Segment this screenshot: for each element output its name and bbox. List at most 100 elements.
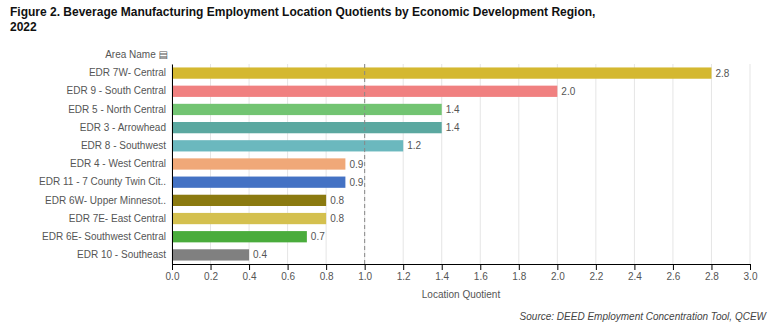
- grid-line: [634, 64, 635, 264]
- x-tick: 2.0: [551, 264, 565, 282]
- grid-line: [750, 64, 751, 264]
- y-tick: EDR 7W- Central: [89, 67, 172, 78]
- x-tick-mark: [596, 264, 597, 270]
- bar: [172, 104, 442, 115]
- x-tick-mark: [519, 264, 520, 270]
- x-tick: 1.8: [512, 264, 526, 282]
- bar: [172, 140, 403, 151]
- y-axis-line: [172, 65, 173, 265]
- data-label: 1.2: [407, 140, 421, 151]
- x-tick: 2.2: [589, 264, 603, 282]
- x-tick: 3.0: [744, 264, 758, 282]
- x-tick: 2.4: [628, 264, 642, 282]
- x-tick-label: 3.0: [744, 271, 758, 282]
- x-tick: 2.6: [666, 264, 680, 282]
- y-tick-label: EDR 6E- Southwest Central: [42, 231, 166, 242]
- x-tick: 0.8: [320, 264, 334, 282]
- y-tick: EDR 4 - West Central: [70, 158, 172, 169]
- x-axis-title: Location Quotient: [422, 289, 501, 300]
- x-tick: 2.8: [705, 264, 719, 282]
- x-axis-line: [173, 265, 751, 271]
- x-tick-label: 1.2: [397, 271, 411, 282]
- bar: [172, 177, 345, 188]
- grid-line: [711, 64, 712, 264]
- x-tick: 0.2: [204, 264, 218, 282]
- bar: [172, 158, 345, 169]
- title: Figure 2. Beverage Manufacturing Employm…: [10, 5, 595, 34]
- grid-line: [672, 64, 673, 264]
- data-label: 0.4: [253, 249, 267, 260]
- data-label: 2.0: [561, 86, 575, 97]
- x-tick: 1.4: [435, 264, 449, 282]
- y-tick-label: EDR 8 - Southwest: [81, 140, 166, 151]
- data-label: 0.8: [330, 213, 344, 224]
- x-tick-mark: [288, 264, 289, 270]
- x-tick-mark: [557, 264, 558, 270]
- plot-area: 0.0 0.2 0.4 0.6 0.8 1.0 1.2 1.4 1.6 1.8 2.0 2.2 2.4 2…: [39, 64, 758, 282]
- x-tick-mark: [480, 264, 481, 270]
- x-tick-mark: [442, 264, 443, 270]
- x-tick-label: 2.0: [551, 271, 565, 282]
- x-tick-mark: [403, 264, 404, 270]
- bar: [172, 249, 249, 260]
- x-tick-mark: [326, 264, 327, 270]
- y-tick-label: EDR 4 - West Central: [70, 158, 166, 169]
- x-tick-label: 2.2: [589, 271, 603, 282]
- x-tick: 0.6: [281, 264, 295, 282]
- y-tick-label: EDR 10 - Southeast: [77, 249, 166, 260]
- x-axis: 0.0 0.2 0.4 0.6 0.8 1.0 1.2 1.4 1.6 1.8 2.0 2.2 2.4 2…: [166, 264, 758, 282]
- y-tick-label: EDR 7E- East Central: [69, 213, 166, 224]
- grid-line: [595, 64, 596, 264]
- data-labels: 0.40.70.80.80.90.91.21.41.42.02.8: [253, 68, 730, 261]
- x-tick-label: 0.0: [166, 271, 180, 282]
- bars: [172, 64, 711, 264]
- data-label: 0.9: [349, 177, 363, 188]
- y-tick: EDR 10 - Southeast: [77, 249, 172, 260]
- x-tick: 1.0: [358, 264, 372, 282]
- y-tick-label: EDR 5 - North Central: [68, 104, 166, 115]
- y-tick: EDR 11 - 7 County Twin Cit..: [39, 176, 172, 187]
- y-axis: EDR 10 - Southeast EDR 6E- Southwest Cent…: [39, 65, 172, 265]
- x-tick-mark: [172, 264, 173, 270]
- data-label: 0.8: [330, 195, 344, 206]
- y-tick: EDR 3 - Arrowhead: [80, 122, 172, 133]
- y-tick: EDR 9 - South Central: [67, 85, 173, 96]
- data-label: 1.4: [446, 104, 460, 115]
- x-tick-label: 1.6: [474, 271, 488, 282]
- bar: [172, 195, 326, 206]
- y-tick-label: EDR 3 - Arrowhead: [80, 122, 166, 133]
- x-tick-mark: [673, 264, 674, 270]
- source-note: Source: DEED Employment Concentration To…: [520, 311, 768, 322]
- grid: [172, 64, 750, 264]
- bar: [172, 122, 442, 133]
- y-tick-label: EDR 9 - South Central: [67, 85, 167, 96]
- x-tick: 1.6: [474, 264, 488, 282]
- x-tick-label: 1.8: [512, 271, 526, 282]
- x-tick-label: 0.8: [320, 271, 334, 282]
- x-tick-label: 1.0: [358, 271, 372, 282]
- y-tick-label: EDR 7W- Central: [89, 67, 166, 78]
- y-tick: EDR 6W- Upper Minnesot..: [45, 195, 172, 206]
- data-label: 0.7: [311, 231, 325, 242]
- x-tick-label: 0.6: [281, 271, 295, 282]
- y-axis-title: Area Name ▤: [105, 49, 168, 60]
- data-label: 1.4: [446, 122, 460, 133]
- y-tick: EDR 6E- Southwest Central: [42, 231, 172, 242]
- x-tick-mark: [750, 264, 751, 270]
- bar: [172, 67, 711, 78]
- x-tick-label: 2.6: [666, 271, 680, 282]
- grid-line: [364, 64, 365, 264]
- y-tick-label: EDR 6W- Upper Minnesot..: [45, 195, 166, 206]
- y-tick: EDR 8 - Southwest: [81, 140, 172, 151]
- y-tick-label: EDR 11 - 7 County Twin Cit..: [39, 176, 166, 187]
- x-tick-mark: [634, 264, 635, 270]
- reference-line: [364, 64, 365, 264]
- x-tick-mark: [211, 264, 212, 270]
- x-tick-mark: [249, 264, 250, 270]
- y-tick: EDR 5 - North Central: [68, 104, 172, 115]
- data-label: 0.9: [349, 159, 363, 170]
- x-tick-label: 0.4: [243, 271, 257, 282]
- bar: [172, 213, 326, 224]
- x-tick: 0.4: [243, 264, 257, 282]
- chart: Figure 2. Beverage Manufacturing Employm…: [0, 0, 772, 326]
